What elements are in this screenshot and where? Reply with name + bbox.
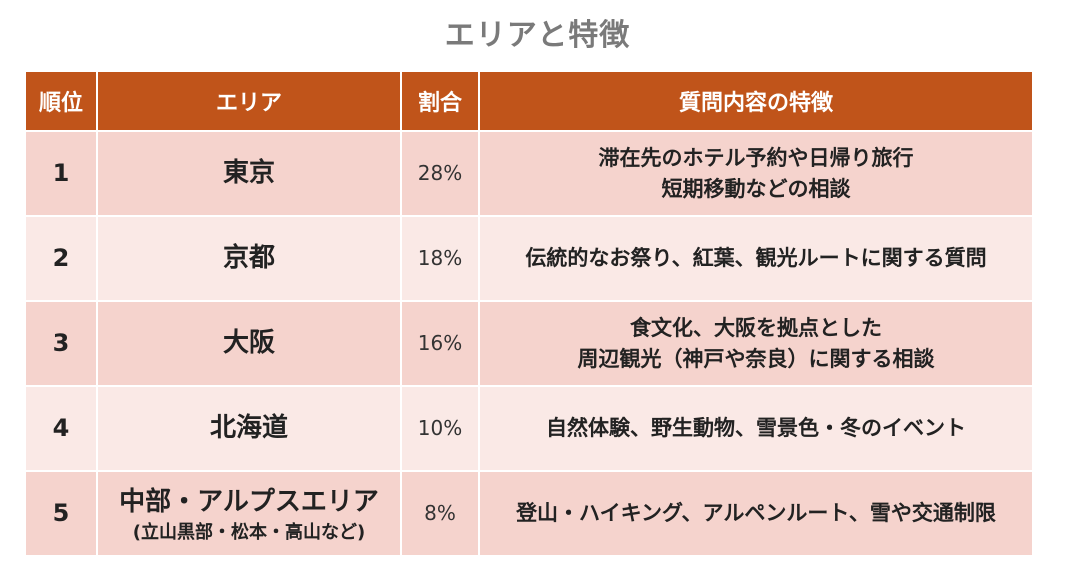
table-row: 4 北海道 10% 自然体験、野生動物、雪景色・冬のイベント	[26, 387, 1032, 470]
area-name: 中部・アルプスエリア	[119, 486, 379, 517]
features-cell: 伝統的なお祭り、紅葉、観光ルートに関する質問	[480, 217, 1032, 300]
area-cell: 北海道	[98, 387, 400, 470]
feature-line: 自然体験、野生動物、雪景色・冬のイベント	[546, 416, 966, 441]
feature-line: 食文化、大阪を拠点とした	[630, 316, 882, 341]
header-area: エリア	[98, 72, 400, 130]
table-row: 5 中部・アルプスエリア (立山黒部・松本・高山など) 8% 登山・ハイキング、…	[26, 472, 1032, 555]
table-row: 1 東京 28% 滞在先のホテル予約や日帰り旅行 短期移動などの相談	[26, 132, 1032, 215]
area-cell: 大阪	[98, 302, 400, 385]
rank-cell: 5	[26, 472, 96, 555]
feature-line: 短期移動などの相談	[661, 176, 851, 201]
area-name: 京都	[222, 242, 275, 273]
header-rank: 順位	[26, 72, 96, 130]
features-cell: 食文化、大阪を拠点とした 周辺観光（神戸や奈良）に関する相談	[480, 302, 1032, 385]
rank-cell: 1	[26, 132, 96, 215]
area-name: 北海道	[209, 412, 288, 443]
feature-line: 登山・ハイキング、アルペンルート、雪や交通制限	[516, 501, 996, 526]
area-table: 順位 エリア 割合 質問内容の特徴 1 東京 28% 滞在先のホテル予約や日帰り…	[24, 70, 1034, 557]
rank-cell: 2	[26, 217, 96, 300]
table-row: 2 京都 18% 伝統的なお祭り、紅葉、観光ルートに関する質問	[26, 217, 1032, 300]
area-cell: 中部・アルプスエリア (立山黒部・松本・高山など)	[98, 472, 400, 555]
percent-cell: 18%	[402, 217, 478, 300]
features-cell: 登山・ハイキング、アルペンルート、雪や交通制限	[480, 472, 1032, 555]
percent-cell: 8%	[402, 472, 478, 555]
percent-cell: 10%	[402, 387, 478, 470]
feature-line: 伝統的なお祭り、紅葉、観光ルートに関する質問	[525, 246, 987, 271]
features-cell: 滞在先のホテル予約や日帰り旅行 短期移動などの相談	[480, 132, 1032, 215]
area-cell: 京都	[98, 217, 400, 300]
feature-line: 滞在先のホテル予約や日帰り旅行	[598, 146, 914, 171]
area-name: 大阪	[222, 327, 275, 358]
table-row: 3 大阪 16% 食文化、大阪を拠点とした 周辺観光（神戸や奈良）に関する相談	[26, 302, 1032, 385]
percent-cell: 28%	[402, 132, 478, 215]
area-cell: 東京	[98, 132, 400, 215]
header-features: 質問内容の特徴	[480, 72, 1032, 130]
header-percent: 割合	[402, 72, 478, 130]
header-row: 順位 エリア 割合 質問内容の特徴	[26, 72, 1032, 130]
feature-line: 周辺観光（神戸や奈良）に関する相談	[577, 346, 935, 371]
features-cell: 自然体験、野生動物、雪景色・冬のイベント	[480, 387, 1032, 470]
percent-cell: 16%	[402, 302, 478, 385]
area-subtitle: (立山黒部・松本・高山など)	[132, 521, 366, 543]
rank-cell: 3	[26, 302, 96, 385]
page-title: エリアと特徴	[444, 18, 631, 53]
area-name: 東京	[222, 157, 275, 188]
rank-cell: 4	[26, 387, 96, 470]
